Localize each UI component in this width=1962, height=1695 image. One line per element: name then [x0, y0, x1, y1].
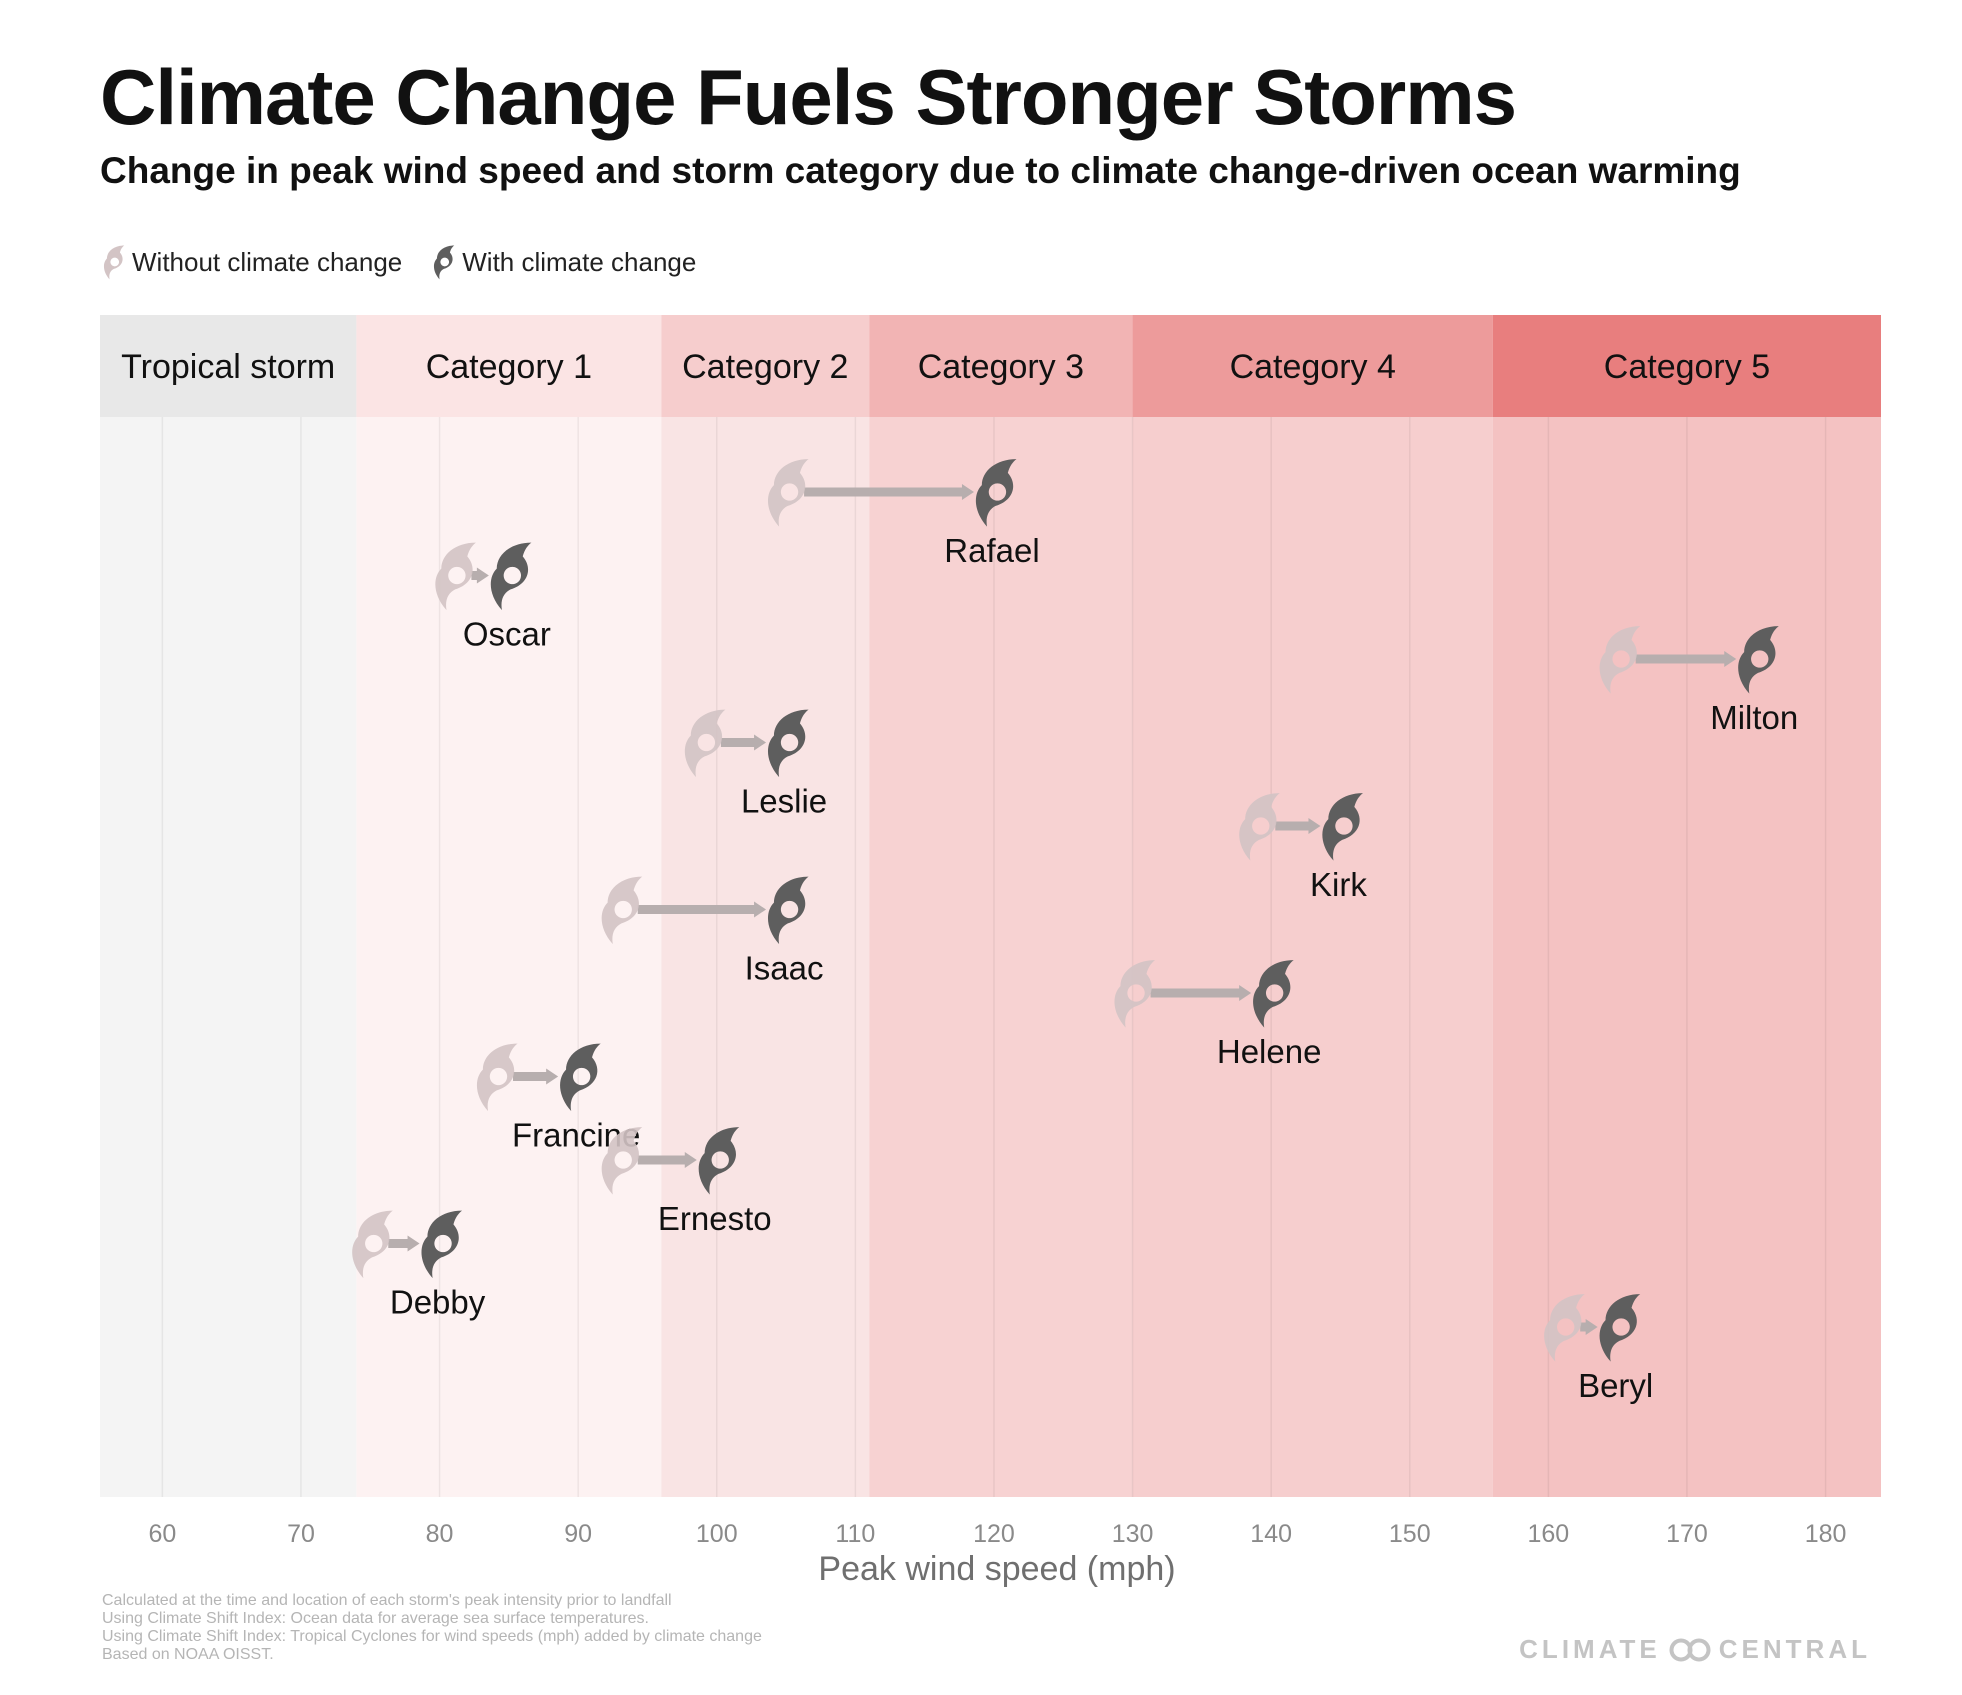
footnote: Using Climate Shift Index: Ocean data fo…: [102, 1610, 649, 1627]
x-axis-ticks: 60 70 80 90 100 110 120 130 140 150 160 170 180: [148, 1520, 1846, 1548]
storm-label: Oscar: [463, 616, 551, 653]
tick-label: 180: [1805, 1520, 1847, 1548]
brand-text-left: CLIMATE: [1519, 1634, 1661, 1664]
tick-label: 150: [1389, 1520, 1431, 1548]
change-arrow-head: [407, 1235, 420, 1252]
legend-item-with: With climate change: [430, 244, 696, 280]
change-arrow-head: [476, 567, 489, 584]
tick-label: 100: [696, 1520, 738, 1548]
storm-label: Kirk: [1310, 866, 1367, 903]
footnote: Calculated at the time and location of e…: [102, 1592, 672, 1609]
change-arrow-head: [961, 484, 974, 500]
brand-text-right: CENTRAL: [1718, 1634, 1871, 1664]
tick-label: 140: [1250, 1520, 1292, 1548]
category-header: [100, 315, 357, 417]
category-label: Category 2: [682, 348, 848, 386]
storm-oscar: Oscar: [435, 542, 551, 653]
category-label: Category 5: [1604, 348, 1770, 386]
storm-rafael: Rafael: [767, 459, 1040, 569]
category-header: [1492, 315, 1881, 417]
storm-label: Rafael: [944, 532, 1039, 569]
footnote: Using Climate Shift Index: Tropical Cycl…: [102, 1628, 762, 1645]
storm-debby: Debby: [352, 1210, 486, 1321]
change-arrow-head: [754, 734, 767, 751]
category-header: [661, 315, 870, 417]
legend-label-without: Without climate change: [132, 246, 403, 277]
x-axis-label: Peak wind speed (mph): [818, 1550, 1175, 1588]
tick-label: 170: [1666, 1520, 1708, 1548]
hurricane-light-icon: [103, 245, 125, 280]
tick-label: 160: [1528, 1520, 1570, 1548]
category-band: [1132, 417, 1493, 1497]
category-band: [869, 417, 1133, 1497]
change-arrow-head: [1724, 651, 1737, 667]
category-band: [661, 417, 870, 1497]
chart-title: Climate Change Fuels Stronger Storms: [100, 53, 1517, 141]
change-arrow-head: [1239, 985, 1252, 1001]
footnote: Based on NOAA OISST.: [102, 1646, 274, 1663]
storm-label: Helene: [1217, 1033, 1322, 1070]
category-band: [100, 417, 357, 1497]
storm-beryl: Beryl: [1544, 1294, 1653, 1404]
category-headers: Tropical storm Category 1 Category 2 Catego…: [100, 315, 1881, 417]
tick-label: 60: [148, 1520, 176, 1548]
change-arrow-head: [754, 901, 767, 918]
storm-label: Beryl: [1578, 1367, 1653, 1404]
legend: Without climate change With climate chan…: [100, 244, 724, 280]
category-header: [869, 315, 1133, 417]
category-label: Tropical storm: [121, 348, 335, 386]
footnotes: Calculated at the time and location of e…: [102, 1592, 762, 1664]
storm-label: Ernesto: [658, 1200, 772, 1237]
category-band: [356, 417, 662, 1497]
legend-label-with: With climate change: [462, 246, 697, 277]
storm-label: Debby: [390, 1284, 486, 1321]
tick-label: 130: [1112, 1520, 1154, 1548]
storm-ernesto: Ernesto: [601, 1127, 772, 1237]
storm-label: Isaac: [745, 950, 824, 987]
tick-label: 120: [973, 1520, 1015, 1548]
infinity-icon: [1669, 1638, 1711, 1661]
storm-leslie: Leslie: [684, 709, 827, 820]
tick-label: 90: [564, 1520, 592, 1548]
change-arrow-head: [1308, 818, 1321, 834]
change-arrow-head: [684, 1152, 697, 1168]
storm-helene: Helene: [1114, 960, 1321, 1070]
storm-isaac: Isaac: [601, 876, 824, 987]
storm-label: Leslie: [741, 783, 827, 820]
category-bands: [100, 417, 1881, 1497]
storm-markers: RafaelOscarMiltonLeslieKirkIsaacHeleneFr…: [352, 459, 1798, 1404]
tick-label: 80: [426, 1520, 454, 1548]
brand-logo: CLIMATE CENTRAL: [1519, 1634, 1871, 1665]
category-header: [1132, 315, 1493, 417]
chart-subtitle: Change in peak wind speed and storm cate…: [100, 150, 1741, 191]
storm-milton: Milton: [1599, 626, 1798, 736]
storm-kirk: Kirk: [1239, 793, 1367, 903]
tick-label: 70: [287, 1520, 315, 1548]
hurricane-dark-icon: [434, 245, 455, 280]
change-arrow-head: [546, 1068, 559, 1085]
storm-label: Milton: [1710, 699, 1798, 736]
category-label: Category 4: [1230, 348, 1396, 386]
tick-label: 110: [835, 1520, 875, 1548]
change-arrow-head: [1585, 1319, 1598, 1335]
category-header: [356, 315, 662, 417]
category-label: Category 1: [426, 348, 592, 386]
legend-item-without: Without climate change: [100, 244, 402, 280]
category-label: Category 3: [918, 348, 1084, 386]
